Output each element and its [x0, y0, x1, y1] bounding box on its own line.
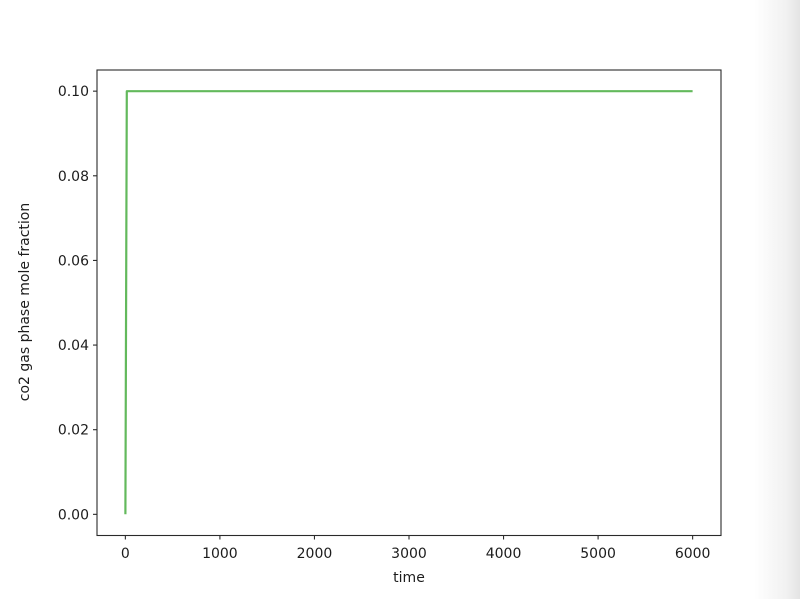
x-tick-label: 6000	[675, 546, 711, 562]
x-tick-label: 5000	[580, 546, 616, 562]
y-tick-label: 0.10	[58, 84, 89, 100]
y-tick-label: 0.06	[58, 253, 89, 269]
x-tick-label: 4000	[486, 546, 522, 562]
y-tick-label: 0.04	[58, 338, 89, 354]
y-tick-label: 0.08	[58, 169, 89, 185]
x-tick-label: 1000	[202, 546, 238, 562]
x-tick-label: 3000	[391, 546, 427, 562]
y-tick-label: 0.02	[58, 423, 89, 439]
y-axis-label: co2 gas phase mole fraction	[17, 202, 33, 402]
axes-spines	[96, 69, 722, 537]
series-line-co2	[124, 90, 693, 515]
x-axis-label: time	[393, 570, 425, 586]
x-tick-label: 2000	[297, 546, 333, 562]
x-tick-label: 0	[121, 546, 130, 562]
y-tick-label: 0.00	[58, 507, 89, 523]
